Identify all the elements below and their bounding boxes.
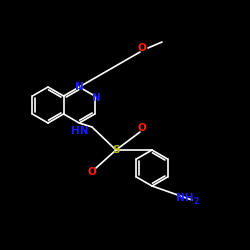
- Text: N: N: [92, 93, 101, 103]
- Text: HN: HN: [71, 126, 89, 136]
- Text: S: S: [112, 145, 120, 155]
- Text: O: O: [138, 123, 146, 133]
- Text: O: O: [138, 43, 146, 53]
- Text: 2: 2: [194, 198, 198, 206]
- Text: N: N: [75, 82, 84, 92]
- Text: NH: NH: [176, 193, 194, 203]
- Text: O: O: [88, 167, 96, 177]
